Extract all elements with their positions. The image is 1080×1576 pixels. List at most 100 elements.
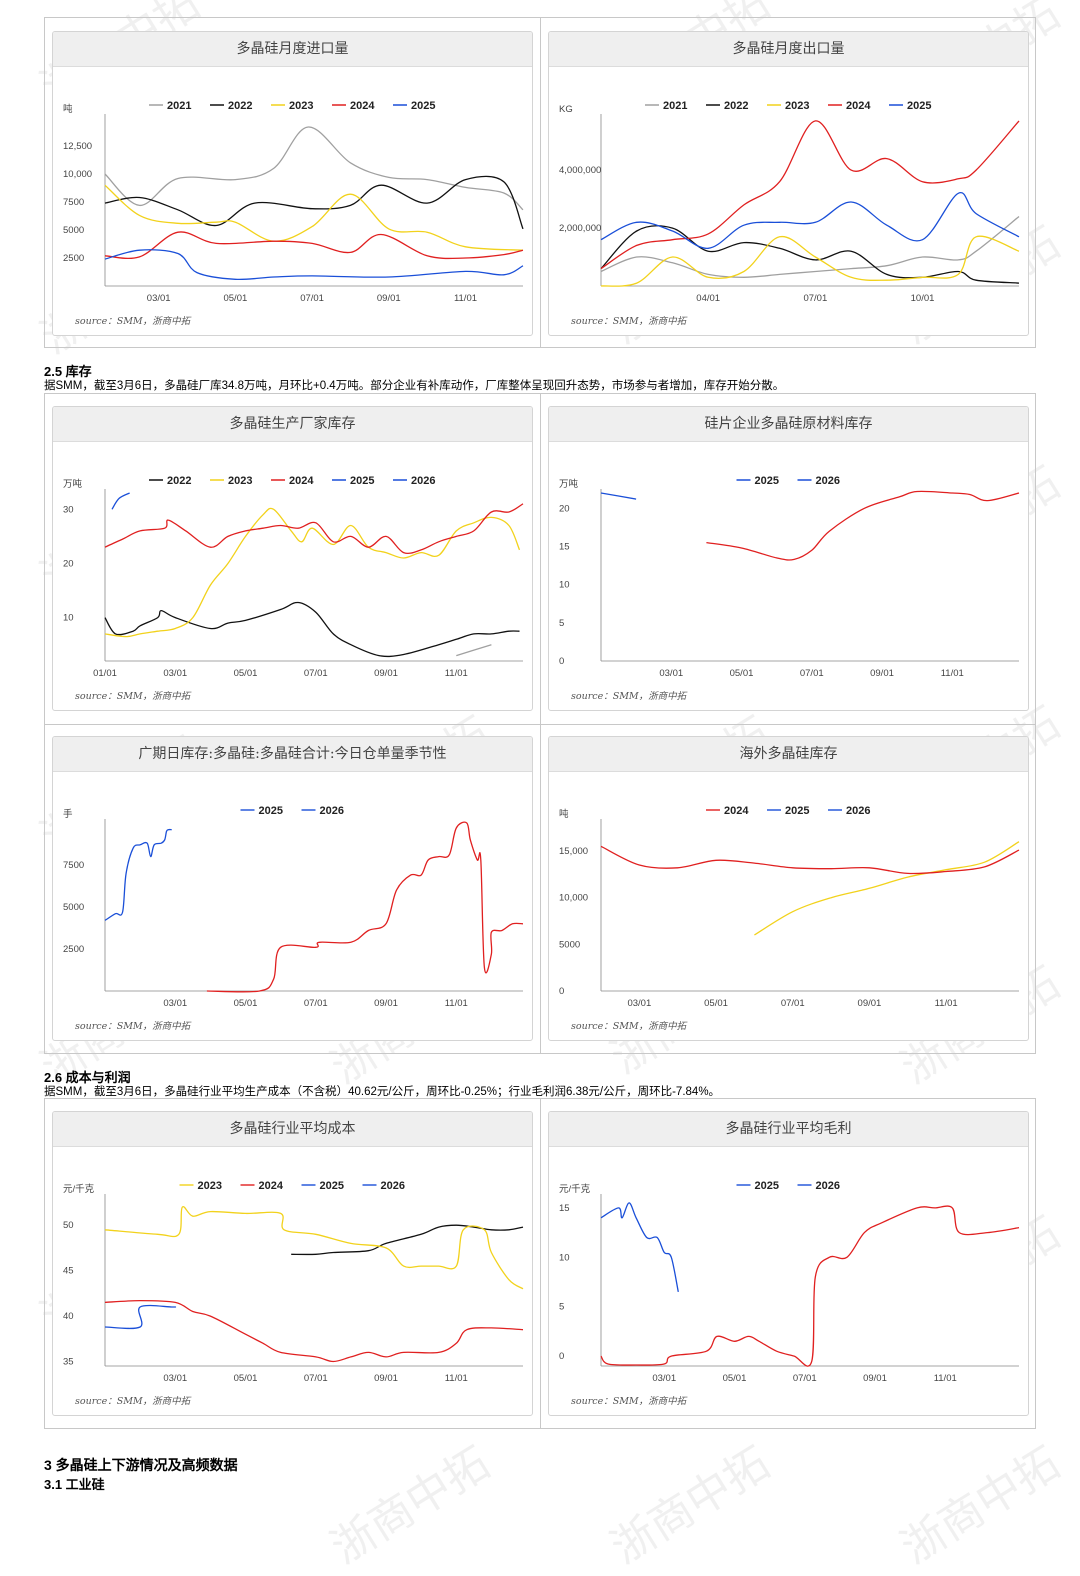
y-unit-label: 吨	[559, 808, 569, 820]
chart-title: 多晶硅月度进口量	[53, 32, 532, 67]
chart-panel: 元/千克 0 5 10 15 03/01 05/01 07/01 09/01 11/01 2025 2…	[548, 1111, 1029, 1416]
x-tick-label: 03/01	[627, 998, 651, 1009]
y-tick-label: 15	[559, 541, 570, 552]
series-line-2025	[104, 249, 524, 281]
y-tick-label: 0	[559, 1351, 564, 1362]
series-line-2026	[111, 492, 130, 510]
legend-label: 2025	[755, 1180, 779, 1192]
x-tick-label: 07/01	[800, 668, 824, 679]
chart-svg: 吨 2500 5000 7500 10,000 12,500 03/01 05/01 07/01…	[63, 100, 524, 327]
x-tick-label: 05/01	[223, 293, 247, 304]
x-tick-label: 09/01	[377, 293, 401, 304]
legend-label: 2023	[785, 100, 809, 112]
y-unit-label: 元/千克	[559, 1184, 591, 1195]
x-tick-label: 07/01	[803, 293, 827, 304]
x-tick-label: 09/01	[858, 998, 882, 1009]
y-tick-label: 15,000	[559, 846, 588, 857]
series-line-2025	[600, 1205, 1020, 1367]
y-tick-label: 12,500	[63, 141, 92, 152]
chart-grid-trade	[44, 17, 1036, 348]
x-tick-label: 11/01	[445, 1373, 468, 1384]
series-line-2024	[754, 841, 1020, 936]
chart-source: source：SMM，浙商中拓	[571, 315, 688, 327]
series-line-2023	[600, 235, 1020, 287]
x-tick-label: 07/01	[304, 998, 328, 1009]
y-tick-label: 10,000	[559, 893, 588, 904]
chart-svg: 万吨 10 20 30 01/01 03/01 05/01 07/01 09/01 11/01 20…	[63, 475, 524, 702]
legend-label: 2025	[320, 1180, 344, 1192]
x-tick-label: 07/01	[304, 668, 328, 679]
series-line-2026	[600, 1202, 679, 1293]
chart-source: source：SMM，浙商中拓	[571, 1020, 688, 1032]
x-tick-label: 10/01	[911, 293, 935, 304]
y-tick-label: 30	[63, 504, 74, 515]
chart-grid-inventory	[44, 393, 1036, 1054]
chart-source: source：SMM，浙商中拓	[75, 1020, 192, 1032]
x-tick-label: 05/01	[234, 998, 258, 1009]
series-line-2021	[600, 215, 1020, 278]
chart-title: 硅片企业多晶硅原材料库存	[549, 407, 1028, 442]
x-tick-label: 05/01	[234, 1373, 258, 1384]
y-tick-label: 35	[63, 1356, 74, 1367]
section-text: 据SMM，截至3月6日，多晶硅行业平均生产成本（不含税）40.62元/公斤，周环…	[44, 1086, 721, 1098]
chart-title: 多晶硅行业平均成本	[53, 1112, 532, 1147]
x-tick-label: 05/01	[704, 998, 728, 1009]
y-tick-label: 50	[63, 1220, 74, 1231]
chart-svg: 元/千克 0 5 10 15 03/01 05/01 07/01 09/01 11/01 2025 2…	[559, 1180, 1020, 1407]
x-tick-label: 11/01	[941, 668, 964, 679]
y-tick-label: 2,000,000	[559, 223, 601, 234]
x-tick-label: 03/01	[163, 1373, 187, 1384]
series-line-2025	[600, 845, 1020, 875]
chart-source: source：SMM，浙商中拓	[571, 690, 688, 702]
x-tick-label: 11/01	[935, 998, 958, 1009]
legend-label: 2024	[350, 100, 375, 112]
y-unit-label: 吨	[63, 103, 73, 115]
series-line-2022	[600, 225, 1020, 284]
y-tick-label: 5000	[63, 225, 84, 236]
x-tick-label: 03/01	[163, 998, 187, 1009]
x-tick-label: 04/01	[696, 293, 720, 304]
y-tick-label: 20	[63, 558, 74, 569]
legend-label: 2026	[816, 1180, 840, 1192]
legend-label: 2026	[411, 475, 435, 487]
y-tick-label: 2500	[63, 253, 84, 264]
series-line-2023	[291, 1224, 524, 1256]
legend-label: 2026	[320, 805, 344, 817]
y-tick-label: 0	[559, 656, 564, 667]
chart-title: 多晶硅月度出口量	[549, 32, 1028, 67]
legend-label: 2022	[167, 475, 191, 487]
legend-label: 2024	[289, 475, 314, 487]
chart-panel: 万吨 0 5 10 15 20 03/01 05/01 07/01 09/01 11/01 2025 2…	[548, 406, 1029, 711]
x-tick-label: 05/01	[234, 668, 258, 679]
chart-source: source：SMM，浙商中拓	[75, 315, 192, 327]
series-line-2023	[104, 601, 520, 658]
x-tick-label: 01/01	[93, 668, 117, 679]
chart-title: 广期日库存:多晶硅:多晶硅合计:今日仓单量季节性	[53, 737, 532, 772]
chart-panel: KG 2,000,000 4,000,000 04/01 07/01 10/01 2021 2…	[548, 31, 1029, 336]
series-line-2022	[104, 175, 524, 230]
x-tick-label: 07/01	[300, 293, 324, 304]
series-line-2022	[456, 644, 492, 657]
x-tick-label: 09/01	[863, 1373, 887, 1384]
x-tick-label: 03/01	[147, 293, 171, 304]
watermark: 浙商中拓	[322, 1437, 499, 1575]
y-tick-label: 15	[559, 1203, 570, 1214]
legend-label: 2026	[381, 1180, 405, 1192]
watermark: 浙商中拓	[892, 1437, 1069, 1575]
y-tick-label: 5	[559, 618, 564, 629]
y-tick-label: 7500	[63, 197, 84, 208]
chart-title: 多晶硅行业平均毛利	[549, 1112, 1028, 1147]
chart-title: 多晶硅生产厂家库存	[53, 407, 532, 442]
series-line-2026	[600, 492, 637, 500]
y-tick-label: 5000	[63, 902, 84, 913]
x-tick-label: 09/01	[870, 668, 894, 679]
y-tick-label: 45	[63, 1266, 74, 1277]
legend-label: 2021	[167, 100, 191, 112]
chapter-heading: 3 多晶硅上下游情况及高频数据	[44, 1457, 238, 1473]
y-tick-label: 5000	[559, 939, 580, 950]
y-tick-label: 2500	[63, 944, 84, 955]
series-line-2021	[104, 126, 524, 211]
x-tick-label: 09/01	[374, 1373, 398, 1384]
x-tick-label: 03/01	[659, 668, 683, 679]
chart-panel: 吨 2500 5000 7500 10,000 12,500 03/01 05/01 07/01…	[52, 31, 533, 336]
